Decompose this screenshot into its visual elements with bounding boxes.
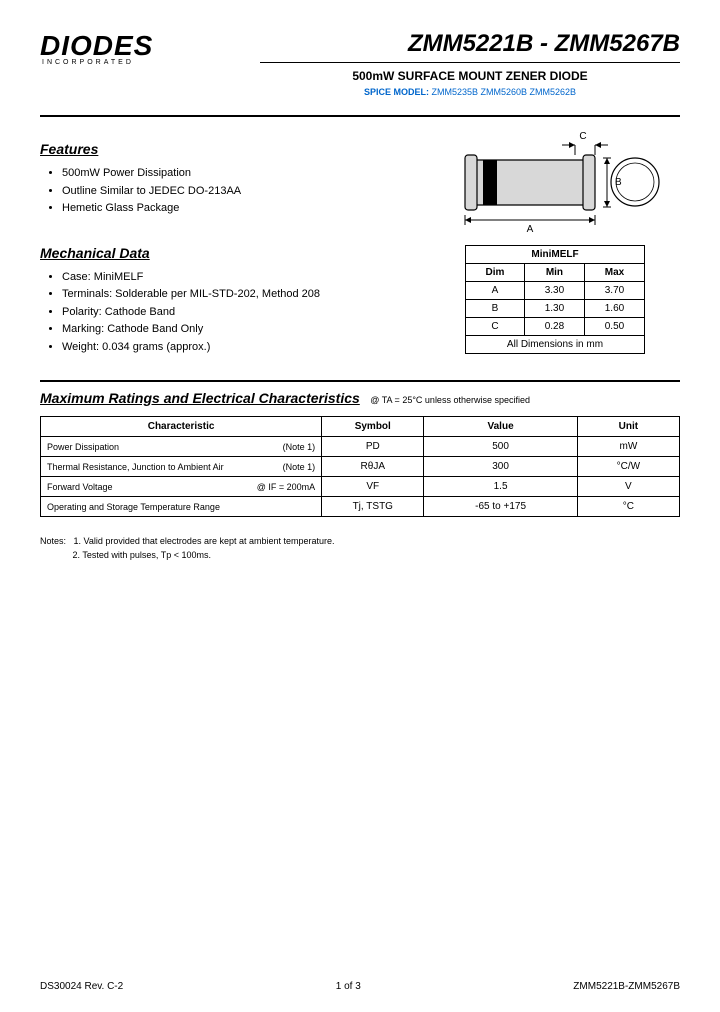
features-col: Features 500mW Power Dissipation Outline… [40, 125, 400, 356]
table-cell: 3.70 [584, 282, 644, 300]
char-text: Thermal Resistance, Junction to Ambient … [47, 462, 224, 472]
ratings-header: Unit [577, 417, 679, 437]
logo-subtext: INCORPORATED [42, 59, 153, 66]
symbol-cell: RθJA [322, 457, 424, 477]
mechanical-list: Case: MiniMELF Terminals: Solderable per… [40, 269, 400, 356]
page-footer: DS30024 Rev. C-2 1 of 3 ZMM5221B-ZMM5267… [40, 981, 680, 992]
unit-cell: mW [577, 437, 679, 457]
notes-block: Notes: 1. Valid provided that electrodes… [40, 535, 680, 562]
value-cell: 1.5 [424, 477, 577, 497]
ratings-heading: Maximum Ratings and Electrical Character… [40, 390, 360, 406]
part-title: ZMM5221B - ZMM5267B [260, 30, 680, 58]
section-rule [40, 380, 680, 382]
char-text: Forward Voltage [47, 482, 113, 492]
diagram-col: C B A MiniMELF Dim Min [430, 125, 680, 354]
spice-model-line: SPICE MODEL: ZMM5235B ZMM5260B ZMM5262B [260, 87, 680, 97]
footer-right: ZMM5221B-ZMM5267B [573, 981, 680, 992]
list-item: Weight: 0.034 grams (approx.) [62, 339, 400, 356]
ratings-table: Characteristic Symbol Value Unit Power D… [40, 416, 680, 517]
subtitle: 500mW SURFACE MOUNT ZENER DIODE [260, 69, 680, 83]
features-list: 500mW Power Dissipation Outline Similar … [40, 165, 400, 217]
logo-text: DIODES [40, 30, 153, 62]
features-row: Features 500mW Power Dissipation Outline… [40, 125, 680, 356]
list-item: Terminals: Solderable per MIL-STD-202, M… [62, 286, 400, 303]
value-cell: 500 [424, 437, 577, 457]
list-item: Case: MiniMELF [62, 269, 400, 286]
table-row: Forward Voltage @ IF = 200mA VF 1.5 V [41, 477, 680, 497]
dim-header: Dim [466, 264, 525, 282]
ratings-header: Symbol [322, 417, 424, 437]
dimension-table: MiniMELF Dim Min Max A 3.30 3.70 B 1.30 … [465, 245, 645, 354]
unit-cell: V [577, 477, 679, 497]
char-text: Power Dissipation [47, 442, 119, 452]
symbol-cell: VF [322, 477, 424, 497]
mechanical-heading: Mechanical Data [40, 245, 400, 261]
dim-table-title: MiniMELF [466, 246, 645, 264]
list-item: Marking: Cathode Band Only [62, 321, 400, 338]
title-rule [260, 62, 680, 63]
package-diagram: C B A [445, 125, 665, 235]
table-cell: B [466, 300, 525, 318]
char-text: Operating and Storage Temperature Range [47, 502, 220, 512]
table-cell: 0.28 [524, 318, 584, 336]
value-cell: 300 [424, 457, 577, 477]
table-row: Power Dissipation (Note 1) PD 500 mW [41, 437, 680, 457]
footer-left: DS30024 Rev. C-2 [40, 981, 123, 992]
ratings-conditions: @ TA = 25°C unless otherwise specified [370, 395, 530, 405]
list-item: 500mW Power Dissipation [62, 165, 400, 182]
logo: DIODES INCORPORATED [40, 30, 153, 66]
note-item: 1. Valid provided that electrodes are ke… [74, 536, 335, 546]
table-row: Operating and Storage Temperature Range … [41, 497, 680, 517]
symbol-cell: Tj, TSTG [322, 497, 424, 517]
table-row: Thermal Resistance, Junction to Ambient … [41, 457, 680, 477]
dim-c-label: C [579, 131, 586, 142]
list-item: Outline Similar to JEDEC DO-213AA [62, 183, 400, 200]
ratings-heading-row: Maximum Ratings and Electrical Character… [40, 390, 680, 408]
spice-models: ZMM5235B ZMM5260B ZMM5262B [431, 87, 576, 97]
title-block: ZMM5221B - ZMM5267B 500mW SURFACE MOUNT … [260, 30, 680, 97]
note-item: 2. Tested with pulses, Tp < 100ms. [73, 550, 212, 560]
table-cell: 3.30 [524, 282, 584, 300]
spice-label: SPICE MODEL: [364, 87, 429, 97]
value-cell: -65 to +175 [424, 497, 577, 517]
table-cell: 1.30 [524, 300, 584, 318]
dim-b-label: B [615, 177, 622, 188]
note-text: (Note 1) [283, 462, 316, 472]
header: DIODES INCORPORATED ZMM5221B - ZMM5267B … [40, 30, 680, 97]
dim-header: Max [584, 264, 644, 282]
footer-center: 1 of 3 [336, 981, 361, 992]
table-cell: C [466, 318, 525, 336]
table-cell: 1.60 [584, 300, 644, 318]
dim-table-footer: All Dimensions in mm [466, 336, 645, 354]
list-item: Polarity: Cathode Band [62, 304, 400, 321]
features-heading: Features [40, 141, 400, 157]
table-cell: 0.50 [584, 318, 644, 336]
unit-cell: °C/W [577, 457, 679, 477]
dim-header: Min [524, 264, 584, 282]
unit-cell: °C [577, 497, 679, 517]
list-item: Hemetic Glass Package [62, 200, 400, 217]
header-rule [40, 115, 680, 117]
symbol-cell: PD [322, 437, 424, 457]
datasheet-page: DIODES INCORPORATED ZMM5221B - ZMM5267B … [0, 0, 720, 1012]
dim-a-label: A [527, 224, 534, 235]
ratings-header: Characteristic [41, 417, 322, 437]
note-text: @ IF = 200mA [257, 482, 315, 492]
notes-label: Notes: [40, 536, 66, 546]
table-cell: A [466, 282, 525, 300]
note-text: (Note 1) [283, 442, 316, 452]
ratings-header: Value [424, 417, 577, 437]
